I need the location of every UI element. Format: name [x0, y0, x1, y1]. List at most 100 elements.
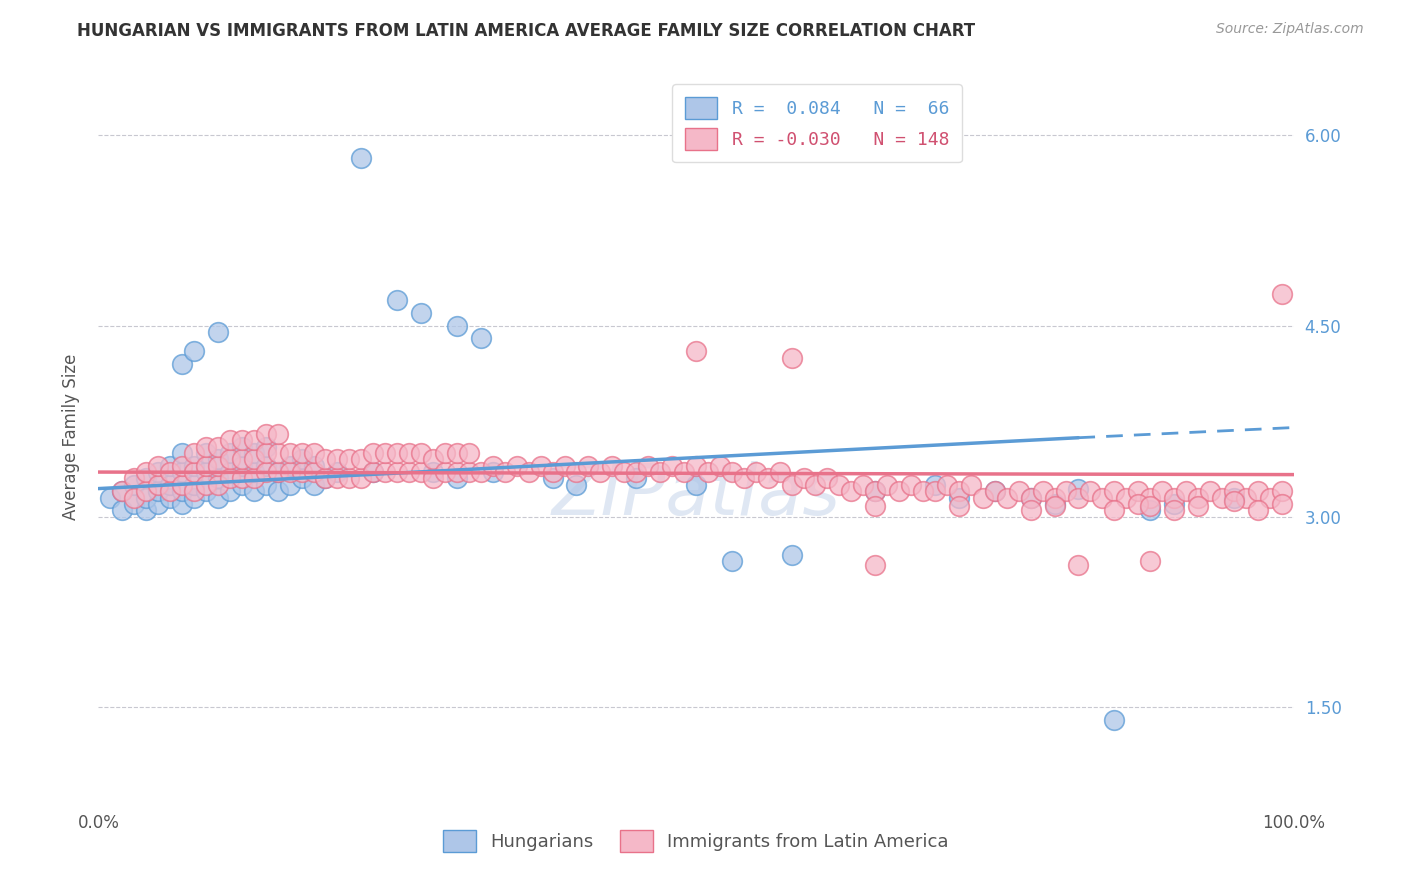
Point [1139, 554, 1161, 568]
Point [1008, 484, 1031, 499]
Point [148, 497, 170, 511]
Point [876, 477, 898, 491]
Point [865, 558, 887, 572]
Point [254, 446, 277, 460]
Point [207, 458, 229, 473]
Point [865, 484, 887, 499]
Point [637, 458, 659, 473]
Point [243, 465, 266, 479]
Point [172, 357, 194, 371]
Point [326, 471, 349, 485]
Point [1139, 500, 1161, 514]
Point [661, 458, 683, 473]
Point [1019, 491, 1042, 505]
Point [124, 471, 146, 485]
Point [207, 491, 229, 505]
Point [411, 446, 433, 460]
Point [1234, 491, 1257, 505]
Point [626, 471, 648, 485]
Point [1032, 484, 1054, 499]
Point [278, 465, 301, 479]
Point [1128, 484, 1150, 499]
Point [111, 484, 134, 499]
Point [1043, 500, 1066, 514]
Point [195, 484, 218, 499]
Point [254, 477, 277, 491]
Point [243, 446, 266, 460]
Point [1139, 503, 1161, 517]
Point [302, 465, 325, 479]
Point [422, 452, 444, 467]
Point [900, 477, 922, 491]
Point [254, 426, 277, 441]
Point [697, 465, 720, 479]
Point [363, 465, 385, 479]
Point [685, 477, 707, 491]
Point [231, 452, 253, 467]
Point [135, 465, 157, 479]
Point [780, 477, 803, 491]
Point [278, 446, 301, 460]
Point [326, 465, 349, 479]
Point [159, 458, 181, 473]
Point [446, 465, 468, 479]
Point [374, 465, 396, 479]
Point [363, 465, 385, 479]
Point [1199, 484, 1222, 499]
Point [398, 446, 420, 460]
Point [422, 465, 444, 479]
Point [1247, 503, 1270, 517]
Point [243, 452, 266, 467]
Point [1247, 484, 1270, 499]
Point [315, 452, 337, 467]
Point [159, 465, 181, 479]
Point [195, 465, 218, 479]
Point [183, 484, 205, 499]
Point [148, 458, 170, 473]
Point [1128, 497, 1150, 511]
Point [554, 458, 576, 473]
Point [411, 465, 433, 479]
Point [350, 471, 373, 485]
Point [446, 318, 468, 333]
Text: Source: ZipAtlas.com: Source: ZipAtlas.com [1216, 22, 1364, 37]
Point [889, 484, 911, 499]
Point [291, 465, 314, 479]
Point [673, 465, 696, 479]
Point [1223, 494, 1246, 508]
Point [1163, 491, 1185, 505]
Point [1043, 491, 1066, 505]
Point [1080, 484, 1102, 499]
Point [124, 491, 146, 505]
Point [111, 484, 134, 499]
Point [815, 471, 838, 485]
Point [385, 446, 409, 460]
Point [302, 458, 325, 473]
Point [434, 446, 457, 460]
Point [793, 471, 815, 485]
Point [135, 471, 157, 485]
Point [411, 306, 433, 320]
Point [1163, 497, 1185, 511]
Point [626, 465, 648, 479]
Point [254, 465, 277, 479]
Point [422, 471, 444, 485]
Point [470, 331, 492, 345]
Point [278, 458, 301, 473]
Point [124, 477, 146, 491]
Point [315, 471, 337, 485]
Point [541, 471, 564, 485]
Point [231, 440, 253, 454]
Point [995, 491, 1018, 505]
Point [254, 458, 277, 473]
Point [565, 465, 588, 479]
Point [219, 452, 242, 467]
Point [1043, 497, 1066, 511]
Point [481, 458, 505, 473]
Point [936, 477, 959, 491]
Point [924, 477, 946, 491]
Point [219, 465, 242, 479]
Point [709, 458, 731, 473]
Point [267, 446, 290, 460]
Point [911, 484, 934, 499]
